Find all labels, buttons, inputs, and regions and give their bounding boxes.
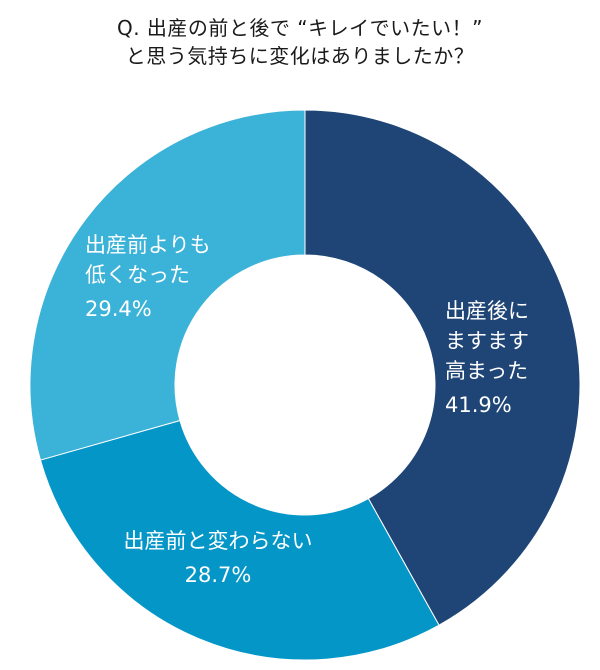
slice-decreased [29,109,306,461]
slice-label: 出産前と変わらない [124,529,313,553]
slice-label-group: 出産前と変わらない 28.7% [124,529,313,587]
slice-label: 高まった [445,359,528,383]
slice-value-label: 41.9% [445,393,512,417]
slice-increased [304,109,581,626]
slice-label: 出産後に [445,299,529,323]
chart-title: Q. 出産の前と後で “キレイでいたい！” と思う気持ちに変化はありましたか？ [0,14,600,70]
slice-label: ますます [445,329,529,353]
donut-slices [29,109,581,661]
chart-title-line-1: Q. 出産の前と後で “キレイでいたい！” [116,16,484,40]
slice-label: 出産前よりも [85,233,211,257]
slice-unchanged [39,419,440,661]
slice-label: 低くなった [85,263,190,287]
slice-value-label: 29.4% [85,297,152,321]
chart-title-line-2: と思う気持ちに変化はありましたか？ [125,44,475,68]
slice-value-label: 28.7% [185,563,252,587]
